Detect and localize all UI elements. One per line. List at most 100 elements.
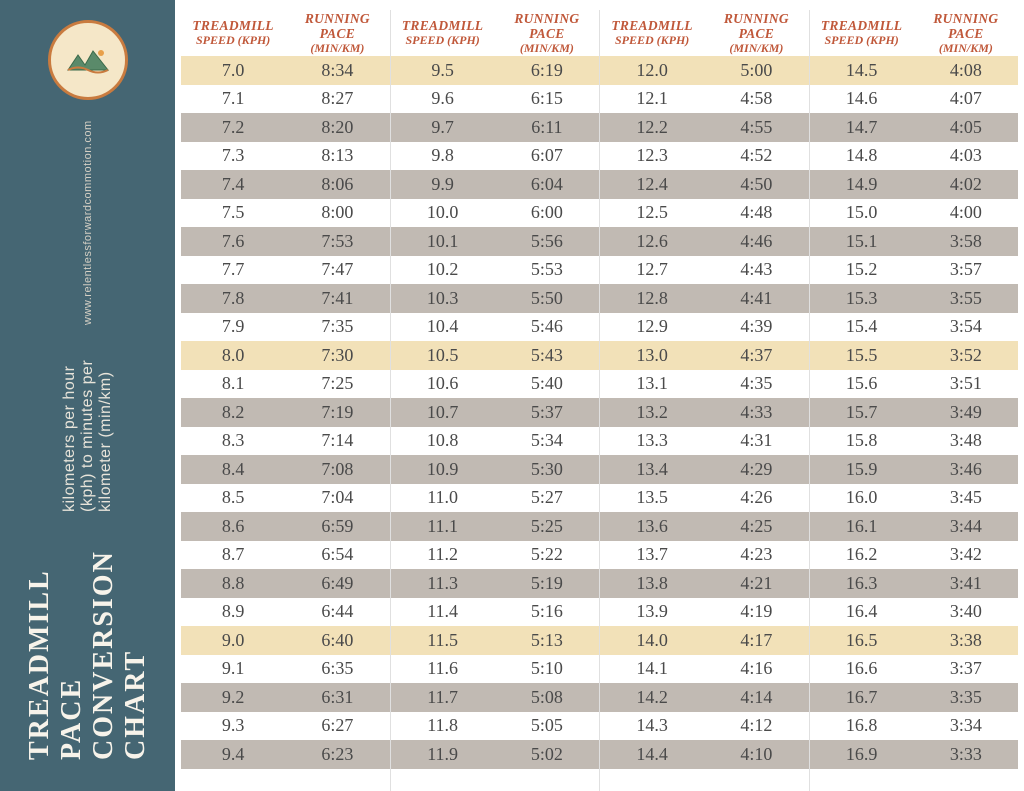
speed-cell: 11.9: [391, 740, 495, 769]
speed-cell: 11.5: [391, 626, 495, 655]
pace-cell: 6:11: [495, 113, 599, 142]
speed-cell: 10.8: [391, 427, 495, 456]
table-row: 16.53:38: [810, 626, 1019, 655]
sidebar-text-block: TREADMILL PACE CONVERSION CHART kilomete…: [24, 120, 152, 760]
pace-cell: 4:41: [704, 284, 808, 313]
table-row: 12.54:48: [600, 199, 809, 228]
table-row: 7.67:53: [181, 227, 390, 256]
table-row: 13.54:26: [600, 484, 809, 513]
pace-cell: 4:48: [704, 199, 808, 228]
table-row: 14.64:07: [810, 85, 1019, 114]
table-row: 10.06:00: [391, 199, 600, 228]
pace-cell: 4:21: [704, 569, 808, 598]
speed-cell: 8.3: [181, 427, 285, 456]
pace-cell: 5:08: [495, 683, 599, 712]
speed-cell: 8.0: [181, 341, 285, 370]
pace-cell: 3:42: [914, 541, 1018, 570]
table-row: 8.27:19: [181, 398, 390, 427]
pace-cell: 3:37: [914, 655, 1018, 684]
table-row: 7.28:20: [181, 113, 390, 142]
chart-subtitle: kilometers per hour (kph) to minutes per…: [61, 339, 115, 512]
speed-cell: 14.3: [600, 712, 704, 741]
pace-cell: 6:49: [285, 569, 389, 598]
speed-cell: 14.9: [810, 170, 914, 199]
conversion-table: TREADMILLSPEED (KPH)RUNNING PACE(MIN/KM)…: [175, 0, 1024, 791]
table-row: 11.65:10: [391, 655, 600, 684]
pace-cell: 6:54: [285, 541, 389, 570]
speed-cell: 13.8: [600, 569, 704, 598]
table-row: 16.63:37: [810, 655, 1019, 684]
pace-cell: 6:40: [285, 626, 389, 655]
table-row: 9.66:15: [391, 85, 600, 114]
header-speed: TREADMILLSPEED (KPH): [810, 10, 914, 56]
pace-cell: 3:40: [914, 598, 1018, 627]
speed-cell: 14.2: [600, 683, 704, 712]
speed-cell: 16.2: [810, 541, 914, 570]
pace-cell: 5:46: [495, 313, 599, 342]
pace-cell: 4:19: [704, 598, 808, 627]
table-row: 13.84:21: [600, 569, 809, 598]
table-row: 11.05:27: [391, 484, 600, 513]
header-speed: TREADMILLSPEED (KPH): [181, 10, 285, 56]
table-row: 9.86:07: [391, 142, 600, 171]
speed-cell: 13.2: [600, 398, 704, 427]
table-row: 9.76:11: [391, 113, 600, 142]
pace-cell: 8:20: [285, 113, 389, 142]
table-row: 9.16:35: [181, 655, 390, 684]
speed-cell: 8.1: [181, 370, 285, 399]
speed-cell: 12.9: [600, 313, 704, 342]
table-row: 7.87:41: [181, 284, 390, 313]
pace-cell: 3:45: [914, 484, 1018, 513]
pace-cell: 3:34: [914, 712, 1018, 741]
pace-cell: 6:35: [285, 655, 389, 684]
header-speed: TREADMILLSPEED (KPH): [600, 10, 704, 56]
speed-cell: 14.4: [600, 740, 704, 769]
pace-cell: 5:13: [495, 626, 599, 655]
table-row: 10.95:30: [391, 455, 600, 484]
speed-cell: 8.8: [181, 569, 285, 598]
table-row: 16.83:34: [810, 712, 1019, 741]
pace-cell: 7:35: [285, 313, 389, 342]
pace-cell: 6:04: [495, 170, 599, 199]
speed-cell: 13.4: [600, 455, 704, 484]
speed-cell: 11.0: [391, 484, 495, 513]
table-row: 8.76:54: [181, 541, 390, 570]
pace-cell: 7:14: [285, 427, 389, 456]
table-row: 9.06:40: [181, 626, 390, 655]
pace-cell: 3:46: [914, 455, 1018, 484]
speed-cell: 9.6: [391, 85, 495, 114]
pace-cell: 3:54: [914, 313, 1018, 342]
speed-cell: 8.4: [181, 455, 285, 484]
header-pace: RUNNING PACE(MIN/KM): [704, 10, 808, 56]
table-row: 7.58:00: [181, 199, 390, 228]
header-row: TREADMILLSPEED (KPH)RUNNING PACE(MIN/KM): [391, 10, 600, 56]
speed-cell: 15.7: [810, 398, 914, 427]
pace-cell: 4:10: [704, 740, 808, 769]
pace-cell: 3:58: [914, 227, 1018, 256]
table-row: 13.94:19: [600, 598, 809, 627]
table-row: 15.13:58: [810, 227, 1019, 256]
speed-cell: 7.3: [181, 142, 285, 171]
pace-cell: 6:23: [285, 740, 389, 769]
pace-cell: 4:55: [704, 113, 808, 142]
header-pace: RUNNING PACE(MIN/KM): [914, 10, 1018, 56]
speed-cell: 10.9: [391, 455, 495, 484]
pace-cell: 4:37: [704, 341, 808, 370]
speed-cell: 10.6: [391, 370, 495, 399]
pace-cell: 5:37: [495, 398, 599, 427]
speed-cell: 14.5: [810, 56, 914, 85]
column-group: TREADMILLSPEED (KPH)RUNNING PACE(MIN/KM)…: [600, 10, 810, 791]
table-row: 12.44:50: [600, 170, 809, 199]
speed-cell: 7.1: [181, 85, 285, 114]
table-row: 8.66:59: [181, 512, 390, 541]
pace-cell: 5:43: [495, 341, 599, 370]
speed-cell: 13.6: [600, 512, 704, 541]
table-row: 9.36:27: [181, 712, 390, 741]
pace-cell: 6:00: [495, 199, 599, 228]
table-row: 16.73:35: [810, 683, 1019, 712]
pace-cell: 3:41: [914, 569, 1018, 598]
speed-cell: 9.5: [391, 56, 495, 85]
speed-cell: 9.7: [391, 113, 495, 142]
table-row: 9.96:04: [391, 170, 600, 199]
table-row: 11.55:13: [391, 626, 600, 655]
